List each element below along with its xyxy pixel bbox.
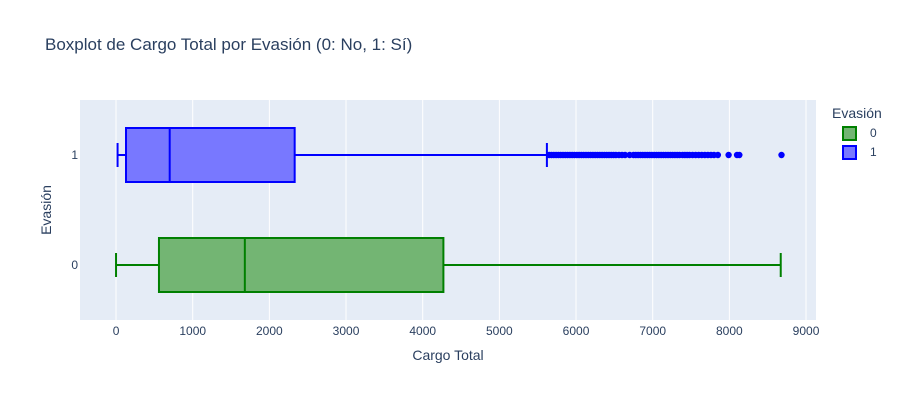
x-tick-label: 7000 <box>639 324 666 338</box>
y-tick-labels: 10 <box>71 148 78 272</box>
x-tick-label: 5000 <box>486 324 513 338</box>
outlier-point <box>736 151 743 159</box>
legend-title: Evasión <box>832 105 882 121</box>
x-tick-label: 2000 <box>256 324 283 338</box>
legend-swatch <box>842 145 857 160</box>
outlier-point <box>621 151 629 159</box>
x-tick-labels: 0 1000 2000 3000 4000 5000 6000 7000 8000 9000 <box>113 324 820 338</box>
x-tick-label: 3000 <box>333 324 360 338</box>
outlier-point <box>714 151 722 159</box>
x-tick-label: 8000 <box>716 324 743 338</box>
box-iqr <box>125 127 296 183</box>
x-tick-label: 4000 <box>409 324 436 338</box>
legend-label: 0 <box>870 126 877 140</box>
box-trace-0 <box>115 237 782 293</box>
x-axis-title: Cargo Total <box>412 347 483 363</box>
outlier-point <box>725 151 732 159</box>
box-iqr <box>157 237 445 293</box>
legend-item-0: 0 <box>842 126 877 141</box>
legend-item-1: 1 <box>842 145 877 160</box>
legend-swatch <box>842 126 857 141</box>
x-tick-label: 9000 <box>793 324 820 338</box>
y-axis-title: Evasión <box>38 185 54 235</box>
legend-label: 1 <box>870 145 877 159</box>
y-tick-label: 1 <box>71 148 78 162</box>
box-traces <box>115 127 785 293</box>
box-trace-1 <box>116 127 785 183</box>
legend: Evasión 0 1 <box>832 105 882 160</box>
y-tick-label: 0 <box>71 258 78 272</box>
x-tick-label: 0 <box>113 324 120 338</box>
outlier-point <box>778 151 785 159</box>
chart-title: Boxplot de Cargo Total por Evasión (0: N… <box>45 35 412 54</box>
x-tick-label: 1000 <box>179 324 206 338</box>
x-tick-label: 6000 <box>563 324 590 338</box>
